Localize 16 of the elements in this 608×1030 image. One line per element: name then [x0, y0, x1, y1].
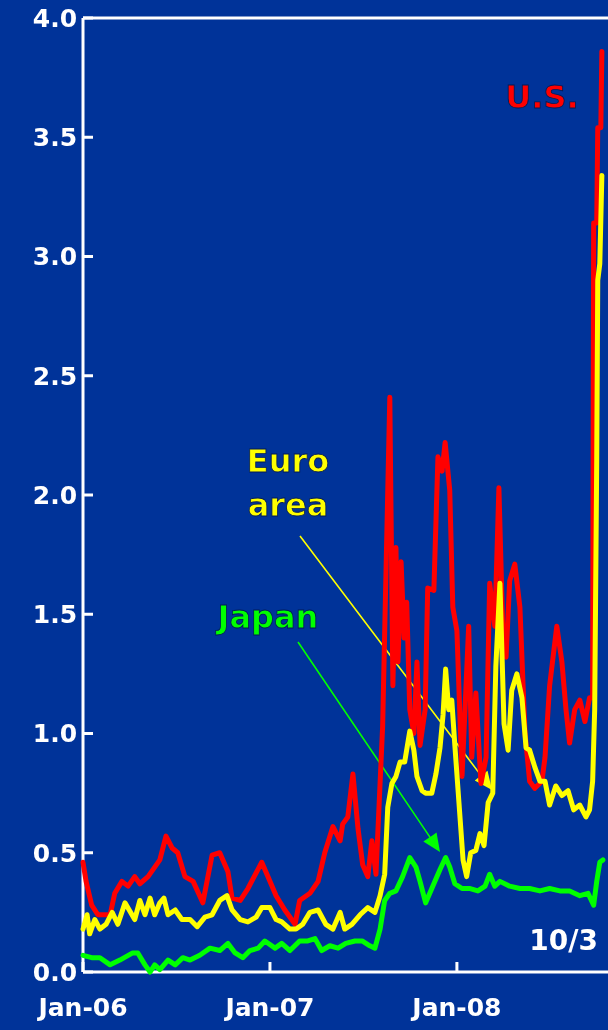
- text: Japan: [215, 598, 319, 636]
- y-tick-label: 3.0: [32, 242, 78, 272]
- annotation: 10/3: [529, 924, 598, 957]
- series-label: U.S.: [505, 78, 579, 116]
- y-tick-label: 1.5: [32, 600, 78, 629]
- y-tick-label: 4.0: [32, 3, 78, 33]
- y-tick-label: 0.0: [32, 957, 78, 987]
- y-tick-label: 2.5: [32, 361, 78, 391]
- text: Euro area: [246, 442, 330, 524]
- x-tick-label: Jan-08: [410, 993, 502, 1022]
- y-tick-label: 3.5: [32, 123, 78, 152]
- x-tick-label: Jan-06: [36, 993, 128, 1022]
- x-tick-label: Jan-07: [223, 993, 315, 1022]
- y-tick-label: 0.5: [32, 838, 78, 868]
- y-tick-label: 2.0: [32, 480, 78, 510]
- y-tick-label: 1.0: [32, 719, 78, 749]
